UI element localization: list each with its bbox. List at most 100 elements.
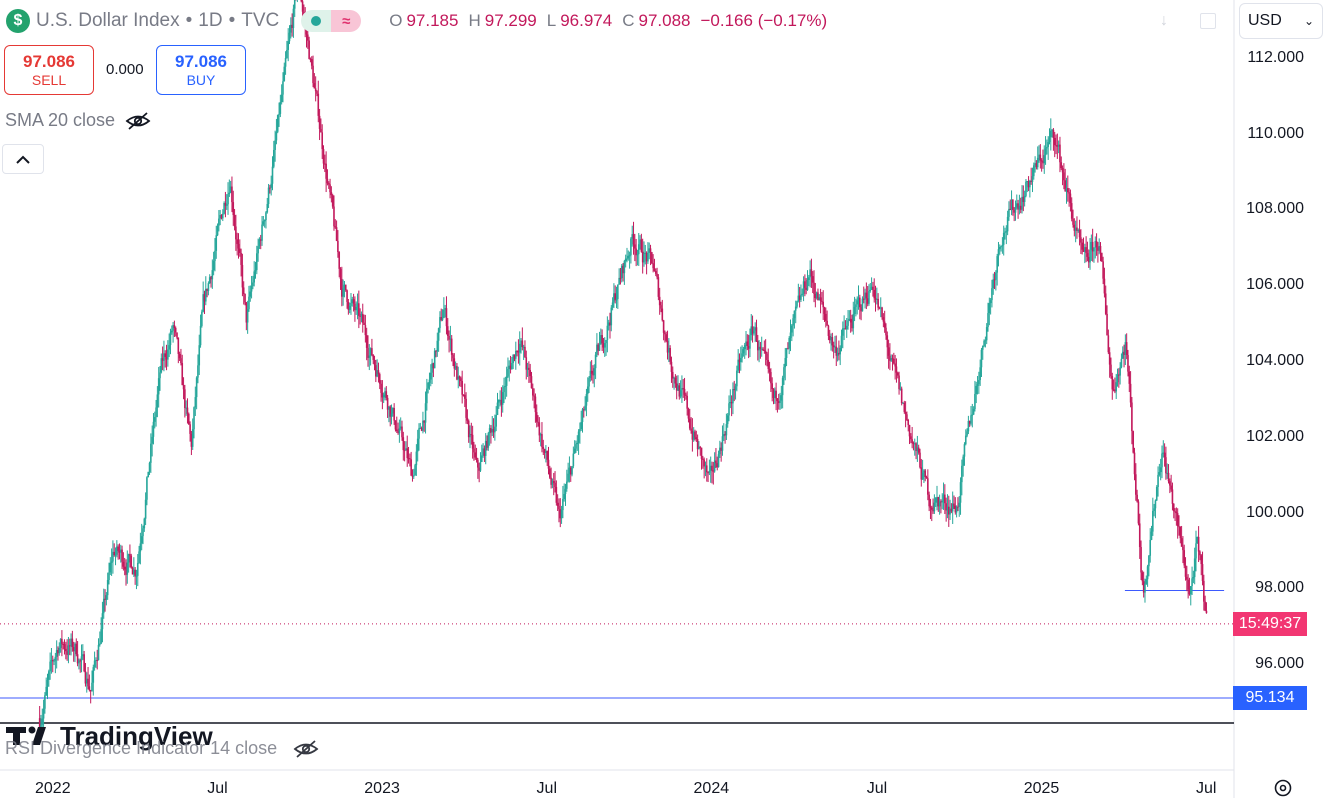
candle-body bbox=[1074, 227, 1077, 231]
candle-body bbox=[1049, 130, 1052, 138]
open-label: O bbox=[389, 11, 403, 30]
candle-body bbox=[928, 494, 930, 507]
candle-body bbox=[220, 215, 223, 219]
candle-body bbox=[117, 546, 119, 551]
sma-legend[interactable]: SMA 20 close bbox=[5, 110, 151, 131]
candle-body bbox=[1006, 216, 1009, 232]
candle-body bbox=[542, 446, 545, 449]
candle-body bbox=[1098, 246, 1100, 251]
candle-body bbox=[894, 363, 896, 367]
candle-body bbox=[237, 243, 240, 249]
fullscreen-icon[interactable] bbox=[1200, 13, 1216, 29]
candle-body bbox=[61, 638, 63, 644]
close-value: 97.088 bbox=[638, 11, 691, 30]
candle-body bbox=[1057, 144, 1060, 147]
eye-hidden-icon[interactable] bbox=[293, 739, 319, 759]
candle-body bbox=[522, 346, 525, 348]
candle-body bbox=[515, 350, 517, 359]
candle-body bbox=[938, 501, 941, 507]
candle-body bbox=[551, 481, 554, 485]
candle-body bbox=[750, 326, 753, 336]
candle-body bbox=[224, 202, 227, 206]
candle-body bbox=[1069, 193, 1072, 204]
candle-body bbox=[835, 346, 838, 356]
candle-body bbox=[806, 279, 809, 290]
candle-body bbox=[316, 91, 318, 94]
candle-body bbox=[456, 366, 458, 380]
candle-body bbox=[683, 388, 686, 395]
candle-body bbox=[503, 386, 505, 393]
currency-select[interactable]: USD ⌄ bbox=[1239, 3, 1323, 39]
settings-icon[interactable] bbox=[1272, 779, 1294, 797]
candle-body bbox=[954, 505, 957, 513]
candle-body bbox=[702, 458, 704, 460]
candle-body bbox=[1059, 144, 1061, 163]
candle-body bbox=[647, 252, 649, 262]
candle-body bbox=[368, 355, 371, 358]
interval-label[interactable]: 1D bbox=[198, 10, 223, 31]
candle-body bbox=[1064, 180, 1066, 192]
candle-body bbox=[351, 299, 354, 303]
candle-body bbox=[214, 250, 216, 262]
buy-button[interactable]: 97.086 BUY bbox=[156, 45, 246, 95]
rsi-legend[interactable]: RSI Divergence Indicator 14 close bbox=[5, 738, 319, 759]
candle-body bbox=[546, 451, 548, 460]
candle-body bbox=[248, 296, 250, 310]
candle-body bbox=[936, 497, 938, 499]
candle-body bbox=[1161, 453, 1163, 468]
candle-body bbox=[635, 248, 637, 256]
candle-body bbox=[262, 221, 265, 225]
candle-body bbox=[1030, 180, 1032, 182]
candle-body bbox=[528, 367, 530, 370]
eye-hidden-icon[interactable] bbox=[125, 111, 151, 131]
candle-body bbox=[619, 277, 622, 279]
collapse-legend-button[interactable] bbox=[2, 144, 44, 174]
candle-body bbox=[759, 346, 762, 349]
candle-body bbox=[872, 286, 874, 290]
candle-body bbox=[1094, 241, 1097, 248]
candle-body bbox=[1165, 457, 1167, 474]
candle-body bbox=[530, 376, 533, 389]
candle-body bbox=[173, 325, 176, 328]
symbol-title[interactable]: U.S. Dollar Index bbox=[36, 10, 180, 31]
candle-body bbox=[273, 149, 275, 167]
candle-body bbox=[91, 682, 93, 692]
dollar-logo-icon: $ bbox=[6, 9, 30, 33]
candle-body bbox=[1111, 376, 1114, 390]
candle-body bbox=[244, 293, 246, 303]
candle-body bbox=[1115, 382, 1118, 392]
candle-body bbox=[853, 306, 856, 314]
candle-body bbox=[945, 503, 947, 511]
candle-body bbox=[322, 149, 325, 164]
candle-body bbox=[682, 388, 685, 390]
candle-body bbox=[221, 213, 224, 219]
candle-body bbox=[346, 290, 348, 302]
candle-body bbox=[974, 393, 976, 410]
candle-body bbox=[1091, 241, 1094, 252]
candle-body bbox=[787, 348, 789, 350]
candle-body bbox=[828, 335, 831, 341]
candle-body bbox=[572, 453, 575, 467]
candle-body bbox=[170, 330, 173, 333]
candle-body bbox=[426, 388, 428, 404]
candle-body bbox=[1004, 231, 1006, 233]
download-icon[interactable]: ↓ bbox=[1160, 12, 1168, 29]
market-status[interactable]: ≈ bbox=[301, 10, 362, 32]
delayed-data-icon: ≈ bbox=[331, 10, 362, 32]
candle-body bbox=[457, 376, 460, 380]
candle-body bbox=[375, 365, 377, 377]
candle-body bbox=[182, 385, 185, 390]
candle-body bbox=[1166, 472, 1169, 474]
candle-body bbox=[342, 288, 344, 297]
candle-body bbox=[779, 400, 781, 404]
candle-body bbox=[610, 307, 613, 326]
candle-body bbox=[229, 186, 232, 193]
sell-button[interactable]: 97.086 SELL bbox=[4, 45, 94, 95]
candle-body bbox=[1149, 539, 1152, 556]
candle-body bbox=[146, 477, 148, 500]
candle-body bbox=[584, 405, 586, 410]
candle-body bbox=[1087, 256, 1090, 263]
candle-body bbox=[1162, 452, 1165, 454]
candle-body bbox=[983, 340, 985, 346]
